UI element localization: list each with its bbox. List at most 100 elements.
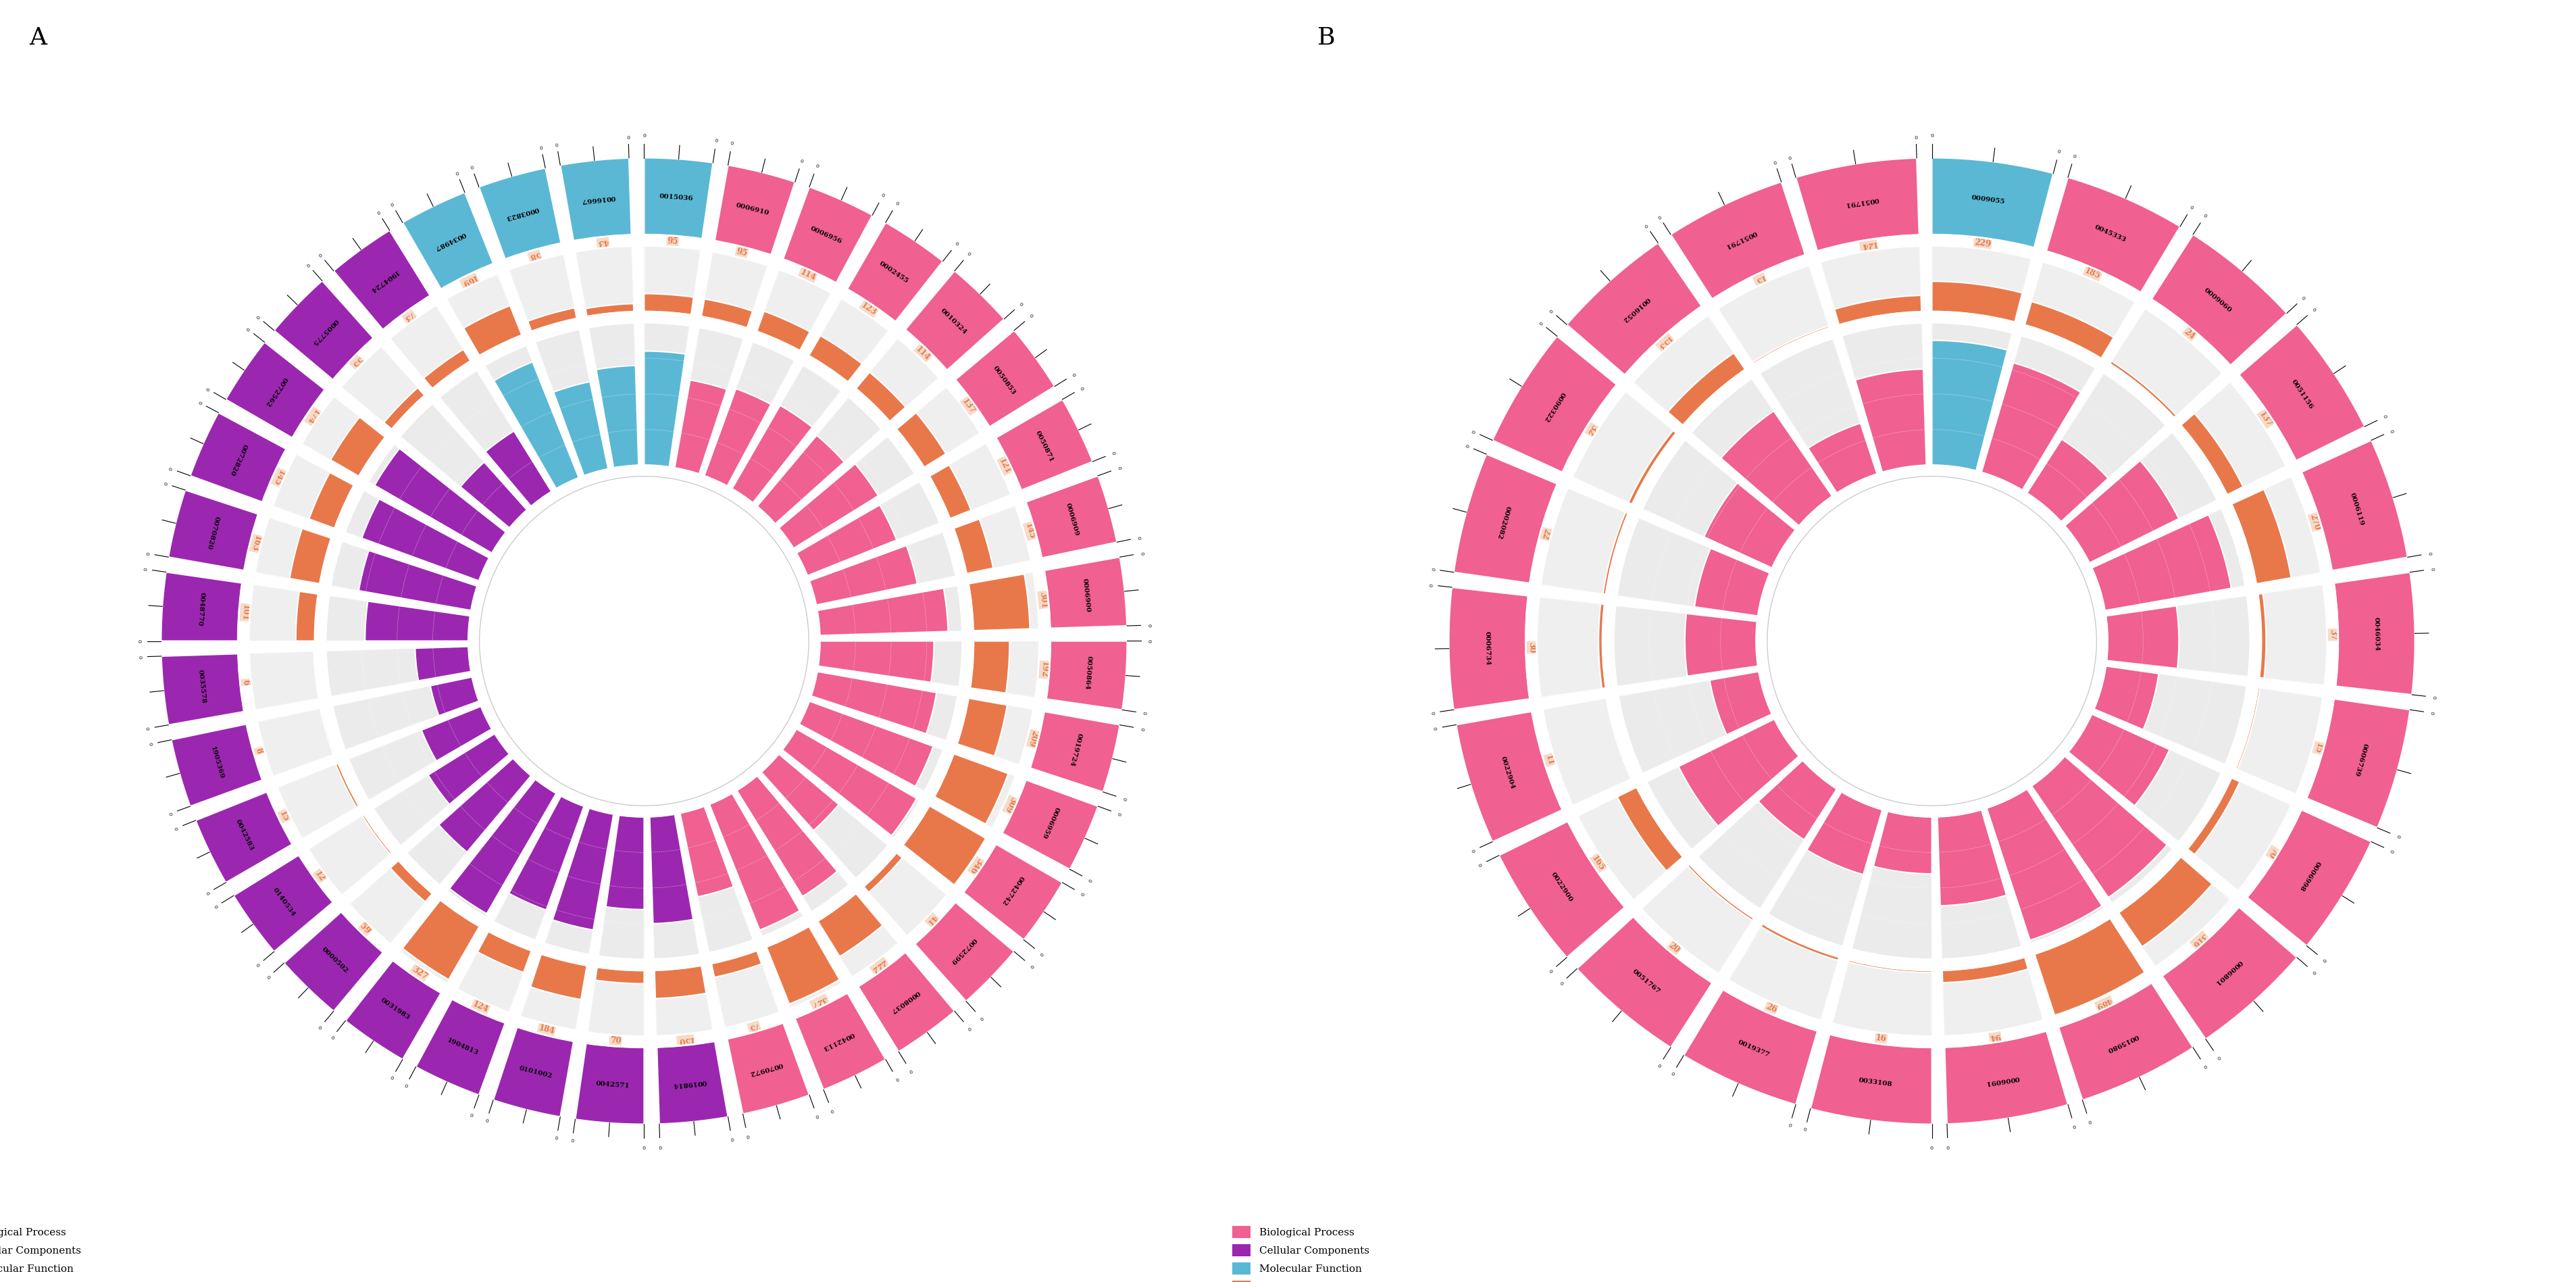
- Polygon shape: [1811, 1035, 1932, 1124]
- Polygon shape: [858, 953, 956, 1051]
- Polygon shape: [255, 518, 332, 583]
- Polygon shape: [2027, 373, 2166, 522]
- Polygon shape: [227, 342, 325, 438]
- Text: 309: 309: [1002, 795, 1018, 814]
- Text: 24: 24: [2182, 327, 2197, 341]
- Polygon shape: [1981, 336, 2094, 490]
- Text: 0: 0: [376, 209, 381, 215]
- Text: 0: 0: [1028, 963, 1033, 969]
- Text: 6: 6: [242, 679, 250, 686]
- Polygon shape: [2231, 490, 2290, 583]
- Polygon shape: [2259, 594, 2267, 678]
- Polygon shape: [430, 677, 479, 715]
- Text: 0: 0: [1139, 727, 1144, 731]
- Polygon shape: [675, 327, 744, 474]
- Text: 192: 192: [1038, 662, 1048, 678]
- Polygon shape: [1932, 281, 2022, 322]
- Text: 0: 0: [2202, 1063, 2208, 1069]
- Polygon shape: [250, 651, 319, 710]
- Polygon shape: [343, 346, 425, 429]
- Polygon shape: [554, 382, 608, 476]
- Polygon shape: [714, 165, 796, 255]
- Polygon shape: [644, 351, 685, 467]
- Text: 0: 0: [1139, 551, 1144, 555]
- Text: 0: 0: [2311, 969, 2316, 974]
- Text: 0050871: 0050871: [1033, 429, 1054, 463]
- Polygon shape: [361, 499, 489, 581]
- Polygon shape: [384, 387, 425, 429]
- Text: 0000502: 0000502: [319, 946, 350, 974]
- Text: 73: 73: [402, 309, 417, 323]
- Polygon shape: [1945, 1031, 2069, 1124]
- Polygon shape: [1698, 760, 1837, 909]
- Polygon shape: [332, 677, 479, 750]
- Polygon shape: [2306, 699, 2411, 828]
- Polygon shape: [2117, 856, 2231, 967]
- Polygon shape: [2094, 667, 2246, 764]
- Text: 0: 0: [255, 963, 260, 969]
- Polygon shape: [428, 733, 510, 804]
- Text: 145: 145: [270, 468, 286, 487]
- Text: 95: 95: [734, 246, 747, 258]
- Polygon shape: [1759, 760, 1837, 840]
- Polygon shape: [2045, 177, 2179, 292]
- Text: 0: 0: [1788, 1123, 1793, 1128]
- Polygon shape: [799, 701, 933, 786]
- Polygon shape: [737, 776, 837, 896]
- Polygon shape: [711, 950, 762, 977]
- Text: 0070820: 0070820: [206, 515, 219, 550]
- Polygon shape: [1942, 958, 2043, 1036]
- Text: 0006956: 0006956: [809, 226, 842, 245]
- Polygon shape: [971, 641, 1038, 697]
- Polygon shape: [1646, 719, 1798, 850]
- Polygon shape: [809, 532, 956, 605]
- Polygon shape: [585, 304, 634, 317]
- Polygon shape: [1605, 699, 1633, 778]
- Text: 0: 0: [799, 158, 804, 164]
- Polygon shape: [811, 672, 938, 733]
- Polygon shape: [757, 436, 845, 524]
- Text: 0: 0: [484, 1118, 489, 1124]
- Polygon shape: [2032, 756, 2172, 904]
- Text: 0: 0: [1028, 313, 1033, 319]
- Text: 0: 0: [1079, 891, 1084, 896]
- Text: 316: 316: [2190, 931, 2208, 949]
- Polygon shape: [402, 900, 479, 979]
- Polygon shape: [1806, 792, 1883, 874]
- Text: 0: 0: [2300, 295, 2306, 301]
- Text: 0: 0: [142, 567, 147, 570]
- Polygon shape: [234, 855, 332, 951]
- Text: 0: 0: [204, 891, 211, 896]
- Polygon shape: [374, 449, 505, 553]
- Polygon shape: [544, 808, 613, 955]
- Polygon shape: [1602, 513, 1628, 594]
- Polygon shape: [1981, 363, 2081, 490]
- Text: 43: 43: [598, 237, 608, 247]
- Polygon shape: [963, 844, 1061, 940]
- Polygon shape: [167, 490, 258, 570]
- Polygon shape: [817, 586, 963, 636]
- Text: 222: 222: [871, 958, 889, 974]
- Polygon shape: [345, 960, 440, 1059]
- Polygon shape: [1808, 423, 1878, 494]
- Text: 0009055: 0009055: [1971, 195, 2007, 205]
- Text: 169: 169: [459, 273, 479, 288]
- Polygon shape: [855, 372, 907, 422]
- Polygon shape: [1540, 488, 1628, 594]
- Text: 0: 0: [453, 169, 459, 176]
- Polygon shape: [703, 388, 770, 486]
- Text: 0050853: 0050853: [992, 364, 1018, 396]
- Text: 0: 0: [1929, 133, 1935, 138]
- Polygon shape: [2187, 778, 2293, 891]
- Text: 0: 0: [714, 138, 719, 144]
- Text: 0034987: 0034987: [433, 231, 466, 251]
- Polygon shape: [904, 271, 1005, 370]
- Text: 1904724: 1904724: [368, 268, 399, 294]
- Text: 0: 0: [626, 133, 631, 138]
- Text: 0: 0: [966, 251, 971, 258]
- Text: 0: 0: [1656, 213, 1662, 219]
- Polygon shape: [817, 894, 884, 956]
- Polygon shape: [448, 779, 556, 917]
- Text: 0: 0: [2071, 1123, 2076, 1128]
- Text: 30: 30: [1528, 642, 1535, 653]
